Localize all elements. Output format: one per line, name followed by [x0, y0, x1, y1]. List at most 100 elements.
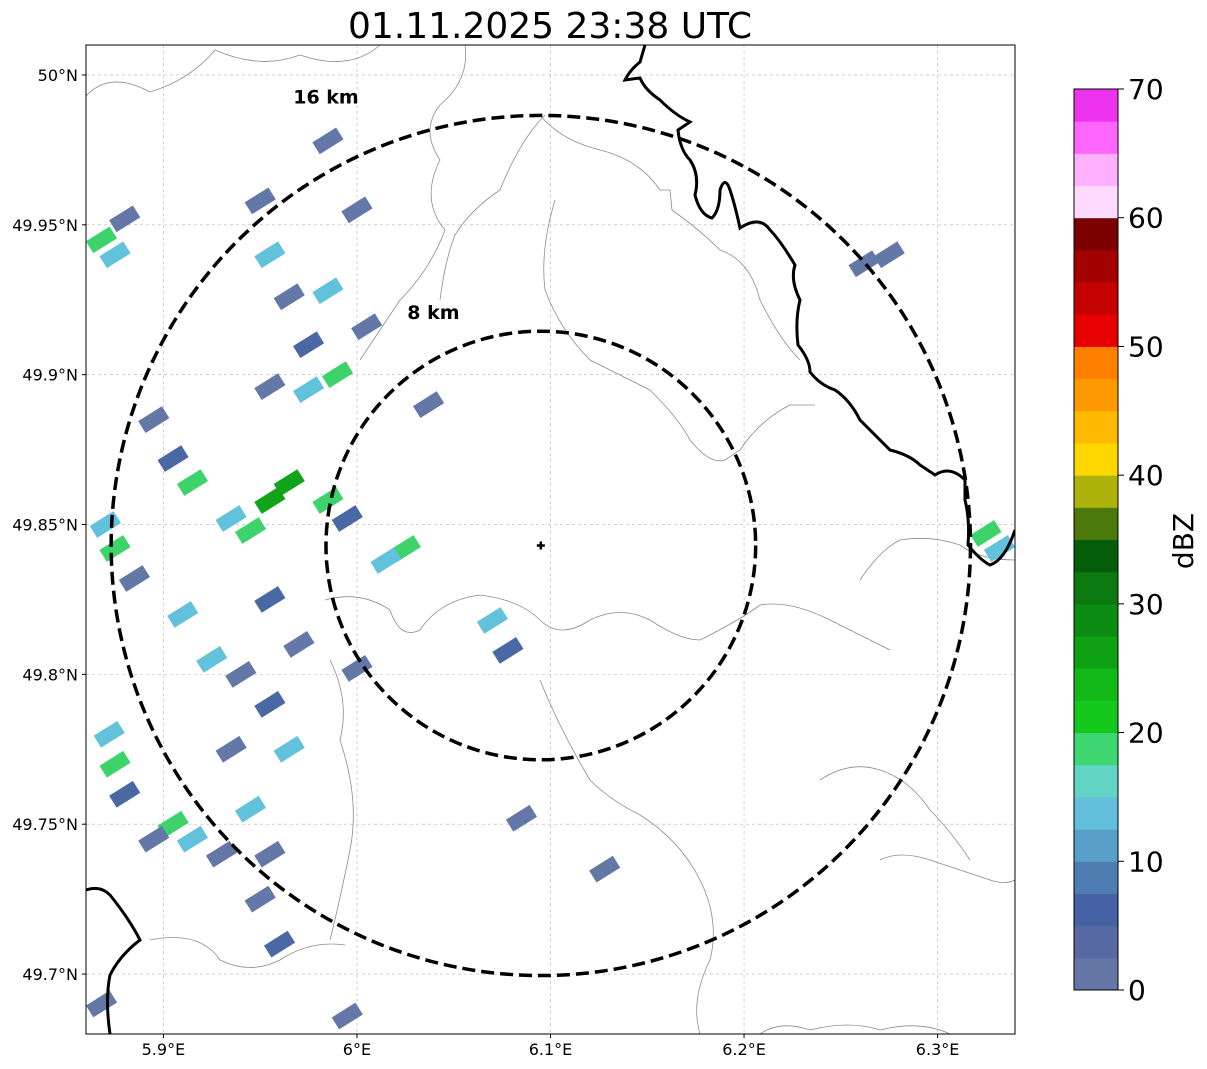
y-tick-label: 50°N [38, 66, 78, 85]
range-ring [109, 113, 973, 978]
radar-echo [312, 127, 344, 155]
radar-echo [341, 655, 373, 682]
colorbar-level [1074, 282, 1118, 315]
commune-boundary [149, 937, 346, 968]
radar-echo [99, 750, 131, 778]
radar-echo [93, 720, 125, 748]
border-line [622, 45, 1015, 567]
radar-echo [176, 825, 209, 853]
commune-boundary [439, 114, 546, 301]
colorbar-level [1074, 153, 1118, 187]
radar-echo [848, 250, 880, 278]
radar-echo [331, 505, 363, 532]
commune-boundary [539, 114, 801, 361]
colorbar-level [1074, 796, 1118, 830]
radar-echo [254, 840, 286, 868]
radar-echo [254, 690, 286, 718]
commune-boundary [329, 659, 354, 941]
commune-boundary [859, 537, 1015, 581]
radar-echo [263, 930, 296, 958]
colorbar-level [1074, 925, 1118, 959]
x-tick-label: 6.2°E [722, 1040, 766, 1059]
colorbar-level [1074, 539, 1118, 573]
colorbar-level [1074, 764, 1118, 798]
radar-echo [86, 990, 118, 1018]
radar-echo [341, 196, 373, 224]
colorbar-frame [1073, 88, 1119, 991]
colorbar-level [1074, 732, 1118, 766]
radar-site-marker [536, 541, 545, 550]
radar-echo [244, 885, 276, 913]
radar-echo [476, 607, 509, 634]
radar-echo [244, 187, 276, 215]
radar-echo [234, 517, 267, 544]
colorbar-tick-label: 50 [1128, 330, 1164, 363]
radar-echo [118, 565, 150, 592]
commune-boundary [539, 679, 714, 1034]
colorbar-level [1074, 829, 1118, 862]
radar-echo [292, 331, 325, 359]
x-tick-label: 5.9°E [142, 1040, 186, 1059]
radar-echo [109, 780, 141, 808]
radar-echo [273, 283, 305, 311]
commune-boundary [543, 199, 815, 462]
colorbar-level [1074, 346, 1118, 380]
colorbar-level [1074, 700, 1118, 734]
colorbar-level [1074, 249, 1118, 283]
radar-echo [215, 505, 247, 532]
radar-echo [970, 520, 1002, 547]
map-area: 8 km 16 km [85, 44, 1016, 1035]
radar-echo [254, 241, 286, 269]
y-tick-label: 49.95°N [12, 216, 78, 235]
colorbar-level [1074, 571, 1118, 605]
national-border [86, 45, 1015, 1034]
y-tick-label: 49.9°N [22, 366, 78, 385]
colorbar-tick-label: 20 [1128, 717, 1164, 750]
commune-boundary [86, 45, 381, 97]
radar-echo [283, 631, 315, 658]
radar-echo [312, 487, 344, 514]
radar-echo [254, 586, 286, 613]
radar-echo [138, 406, 170, 433]
colorbar: 0 10 20 30 40 50 60 70 dBZ [1073, 73, 1200, 1007]
colorbar-level [1074, 410, 1118, 444]
radar-echo [273, 469, 305, 496]
colorbar-levels [1074, 89, 1118, 991]
radar-echo [157, 810, 189, 838]
radar-echo [983, 535, 1015, 562]
colorbar-level [1074, 893, 1118, 927]
commune-boundary [324, 594, 891, 651]
radar-echo [196, 646, 228, 673]
colorbar-tick-label: 40 [1128, 459, 1164, 492]
colorbar-level [1074, 861, 1118, 894]
radar-echo [331, 1002, 363, 1030]
commune-boundary [819, 766, 971, 861]
commune-boundary [879, 854, 1015, 883]
radar-echo [99, 241, 131, 269]
colorbar-level [1074, 378, 1118, 412]
chart-title: 01.11.2025 23:38 UTC [348, 6, 752, 47]
colorbar-tick-label: 0 [1128, 974, 1146, 1007]
y-tick-label: 49.7°N [22, 965, 78, 984]
radar-echo [86, 226, 118, 254]
radar-echo [273, 735, 305, 763]
x-tick-label: 6.3°E [916, 1040, 960, 1059]
range-ring-label: 16 km [293, 86, 359, 108]
range-ring [324, 329, 758, 762]
colorbar-tick-label: 10 [1128, 845, 1164, 878]
range-rings: 8 km 16 km [109, 86, 973, 978]
colorbar-tick-label: 70 [1128, 73, 1164, 106]
radar-echo [254, 487, 286, 514]
colorbar-level [1074, 636, 1118, 669]
radar-echo [99, 535, 131, 562]
colorbar-tick-label: 60 [1128, 202, 1164, 235]
colorbar-level [1074, 121, 1118, 154]
gridlines [86, 45, 1015, 1034]
y-tick-label: 49.75°N [12, 815, 78, 834]
radar-echo [109, 205, 141, 233]
colorbar-level [1074, 217, 1118, 251]
colorbar-level [1074, 603, 1118, 637]
radar-echo [312, 277, 344, 305]
commune-boundary [359, 45, 467, 361]
